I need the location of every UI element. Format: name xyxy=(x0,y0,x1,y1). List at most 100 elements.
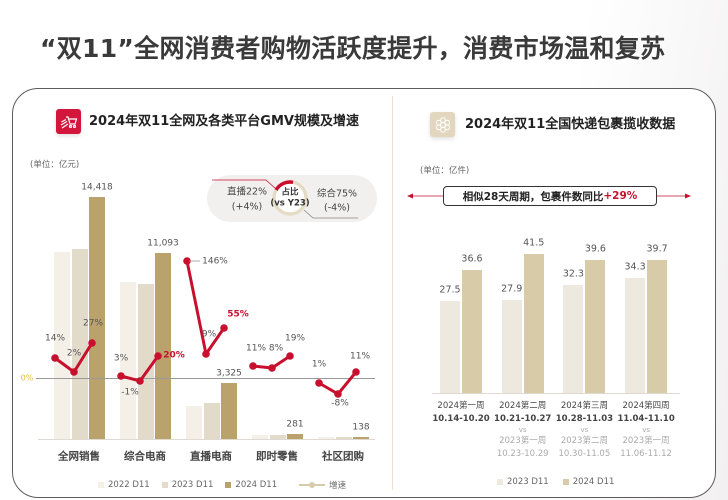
right-panel-title: 2024年双11全国快递包裹揽收数据 xyxy=(465,117,676,132)
growth-label: -1% xyxy=(121,387,139,398)
legend-label: 2024 D11 xyxy=(235,480,278,490)
week-name: 2024第二周 xyxy=(499,401,547,411)
compare-week-dates: 11.06-11.12 xyxy=(620,448,672,459)
legend-label: 2023 D11 xyxy=(507,477,549,487)
comprehensive-share: 综合75% xyxy=(316,188,358,200)
parcel-value-label: 32.3 xyxy=(562,268,584,280)
left-panel-title: 2024年双11全网及各类平台GMV规模及增速 xyxy=(89,114,359,129)
growth-point xyxy=(70,368,78,376)
week-dates: 11.04-11.10 xyxy=(617,413,675,424)
headline-text: 相似28天周期，包裹件数同比 xyxy=(462,190,604,203)
week-name: 2024第三周 xyxy=(560,401,608,411)
page-title: “双11”全网消费者购物活跃度提升，消费市场温和复苏 xyxy=(40,34,666,63)
panel-divider xyxy=(392,96,393,490)
gmv-bar-2023 xyxy=(204,403,220,439)
gmv-bar-2022 xyxy=(186,405,202,439)
legend-item-growth: 增速 xyxy=(299,479,346,491)
growth-point xyxy=(154,352,162,360)
legend-label: 2024 D11 xyxy=(572,477,615,487)
gmv-bar-2023 xyxy=(138,283,154,439)
growth-label: 20% xyxy=(163,350,185,361)
left-unit-label: (单位：亿元) xyxy=(30,160,80,170)
zero-label: 0% xyxy=(20,373,34,383)
growth-label: 3% xyxy=(113,353,129,364)
compare-week-dates: 10.30-11.05 xyxy=(558,448,611,459)
growth-point xyxy=(315,379,323,387)
week-name: 2024第一周 xyxy=(437,401,485,411)
legend-swatch-2023 xyxy=(497,479,503,485)
category-label: 即时零售 xyxy=(256,450,298,463)
growth-label: 1% xyxy=(311,359,327,370)
gmv-bar-2022 xyxy=(252,435,268,439)
x-axis-line xyxy=(432,393,680,394)
gmv-bar-2023 xyxy=(72,248,88,439)
gmv-value-label: 138 xyxy=(352,422,370,433)
growth-label: -8% xyxy=(331,398,349,409)
growth-point xyxy=(88,339,96,347)
category-label: 综合电商 xyxy=(124,450,166,463)
growth-label: 14% xyxy=(44,333,66,344)
category-label: 社区团购 xyxy=(322,450,364,463)
growth-point xyxy=(286,352,294,360)
parcel-bar-2023 xyxy=(501,299,522,393)
growth-point xyxy=(183,257,191,265)
shopping-cart-speed-icon xyxy=(56,109,81,134)
growth-point xyxy=(268,364,276,372)
legend-item-2022: 2022 D11 xyxy=(98,480,150,490)
gmv-bar-2022 xyxy=(54,251,70,439)
parcel-value-label: 39.7 xyxy=(646,243,668,255)
parcel-value-label: 39.6 xyxy=(584,243,606,255)
parcel-bar-2024 xyxy=(523,253,544,393)
growth-label: 8% xyxy=(268,343,284,354)
parcel-bar-2024 xyxy=(585,260,606,393)
x-axis-line xyxy=(38,439,375,440)
compare-week-name: 2023第二周 xyxy=(560,436,608,446)
compare-week-dates: 10.23-10.29 xyxy=(496,448,549,459)
share-center-label: 占比 xyxy=(281,187,299,198)
legend-swatch-2024 xyxy=(562,479,569,485)
parcel-value-label: 34.3 xyxy=(624,261,646,273)
gmv-value-label: 281 xyxy=(286,419,304,430)
growth-point xyxy=(352,368,360,376)
vs-label: vs xyxy=(642,426,650,434)
compare-week-name: 2023第一周 xyxy=(499,436,547,446)
growth-point xyxy=(249,362,257,370)
parcel-bar-2024 xyxy=(647,260,668,393)
gmv-bar-2023 xyxy=(270,435,286,439)
growth-point xyxy=(334,390,342,398)
gmv-legend: 2022 D11 2023 D11 2024 D11 增速 xyxy=(98,479,358,491)
week-dates: 10.14-10.20 xyxy=(432,413,490,424)
legend-item-2024: 2024 D11 xyxy=(562,477,615,487)
category-label: 全网销售 xyxy=(58,450,100,463)
parcel-value-label: 36.6 xyxy=(461,253,483,265)
legend-swatch-2024 xyxy=(225,482,232,488)
gmv-bar-2022 xyxy=(120,282,136,439)
parcel-value-label: 41.5 xyxy=(523,237,545,249)
legend-label: 2022 D11 xyxy=(108,480,150,490)
hexagon-flower-icon xyxy=(430,112,455,137)
growth-label: 19% xyxy=(284,333,306,344)
vs-label: vs xyxy=(580,426,589,434)
growth-label: 146% xyxy=(202,256,228,267)
share-center-sublabel: (vs Y23) xyxy=(270,198,310,209)
growth-point xyxy=(202,350,210,358)
legend-line-swatch xyxy=(299,482,326,488)
legend-item-2024: 2024 D11 xyxy=(225,480,277,490)
gmv-value-label: 3,325 xyxy=(216,368,242,379)
parcel-bar-2024 xyxy=(462,270,482,393)
week-dates: 10.21-10.27 xyxy=(494,413,552,424)
gmv-bar-2023 xyxy=(336,436,352,439)
growth-label: 27% xyxy=(82,318,104,329)
parcel-bar-2023 xyxy=(625,278,646,393)
legend-label: 2023 D11 xyxy=(171,480,214,490)
gmv-bar-2022 xyxy=(318,436,334,439)
week-label: 2024第二周 10.21-10.27 vs 2023第一周 10.23-10.29 xyxy=(494,400,551,460)
parcel-value-label: 27.5 xyxy=(439,284,461,296)
week-dates: 10.28-11.03 xyxy=(555,413,614,424)
legend-item-2023: 2023 D11 xyxy=(161,480,214,490)
